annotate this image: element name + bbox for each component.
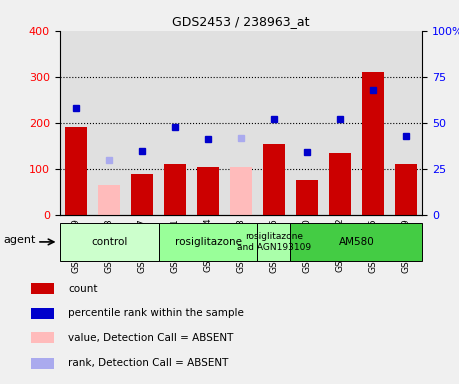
Bar [263, 144, 285, 215]
Text: AM580: AM580 [338, 237, 374, 247]
Bar [291, 223, 422, 261]
Bar [31, 283, 54, 295]
Bar [93, 31, 126, 215]
Bar [60, 31, 93, 215]
Bar [158, 223, 257, 261]
Bar [98, 185, 120, 215]
Bar [389, 31, 422, 215]
Text: rank, Detection Call = ABSENT: rank, Detection Call = ABSENT [68, 358, 229, 369]
Bar [257, 31, 291, 215]
Bar [164, 164, 186, 215]
Bar [131, 174, 153, 215]
Bar [197, 167, 219, 215]
Bar [126, 31, 158, 215]
Bar [329, 153, 351, 215]
Bar [356, 31, 389, 215]
Text: rosiglitazone: rosiglitazone [174, 237, 241, 247]
Bar [31, 332, 54, 343]
Bar [324, 31, 356, 215]
Bar [230, 167, 252, 215]
Bar [296, 180, 318, 215]
Title: GDS2453 / 238963_at: GDS2453 / 238963_at [172, 15, 310, 28]
Text: control: control [91, 237, 127, 247]
Text: value, Detection Call = ABSENT: value, Detection Call = ABSENT [68, 333, 234, 343]
Text: percentile rank within the sample: percentile rank within the sample [68, 308, 244, 318]
Bar [395, 164, 416, 215]
Bar [191, 31, 224, 215]
Bar [158, 31, 191, 215]
Bar [291, 31, 324, 215]
Text: agent: agent [3, 235, 35, 245]
Bar [66, 127, 87, 215]
Bar [257, 223, 291, 261]
Bar [31, 358, 54, 369]
Bar [362, 72, 384, 215]
Bar [31, 308, 54, 319]
Text: count: count [68, 284, 98, 294]
Text: rosiglitazone
and AGN193109: rosiglitazone and AGN193109 [237, 232, 311, 252]
Bar [60, 223, 158, 261]
Bar [224, 31, 257, 215]
